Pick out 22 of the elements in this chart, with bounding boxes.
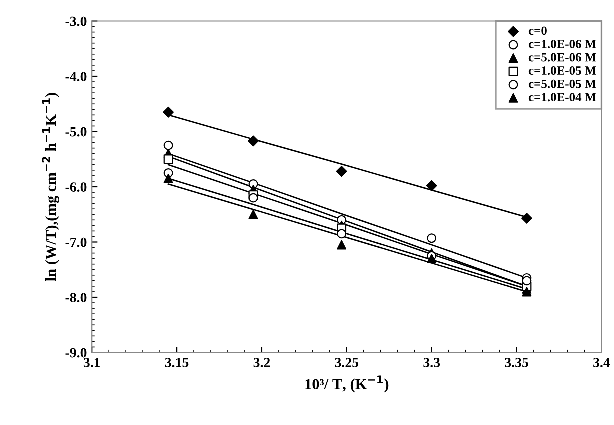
legend-label: c=1.0E-05 M <box>528 66 596 76</box>
y-tick-label: -7.0 <box>66 238 87 248</box>
legend-label: c=0 <box>528 26 547 36</box>
x-axis-title: 10³/ T, (K$^{−1}$) <box>306 376 389 393</box>
x-tick-label: 3.1 <box>84 358 100 368</box>
y-tick-label: -6.0 <box>66 182 87 192</box>
y-tick-label: -3.0 <box>66 16 87 26</box>
x-tick-label: 3.4 <box>594 358 610 368</box>
y-tick-label: -8.0 <box>66 293 87 303</box>
x-tick-label: 3.15 <box>165 358 189 368</box>
legend-label: c=1.0E-04 M <box>528 93 596 102</box>
y-tick-label: -4.0 <box>66 72 87 82</box>
y-tick-label: -5.0 <box>66 127 87 137</box>
legend-label: c=1.0E-06 M <box>528 40 596 48</box>
legend-label: c=5.0E-06 M <box>528 53 596 62</box>
x-tick-label: 3.3 <box>424 358 440 368</box>
y-tick-label: -9.0 <box>66 348 87 358</box>
y-axis-title: ln (W/T),(mg cm$^{−2}$ h$^{−1}$K$^{−1}$) <box>42 93 60 282</box>
x-tick-label: 3.25 <box>335 358 359 368</box>
x-tick-label: 3.35 <box>505 358 528 368</box>
x-tick-label: 3.2 <box>254 358 270 368</box>
legend-label: c=5.0E-05 M <box>528 80 596 88</box>
